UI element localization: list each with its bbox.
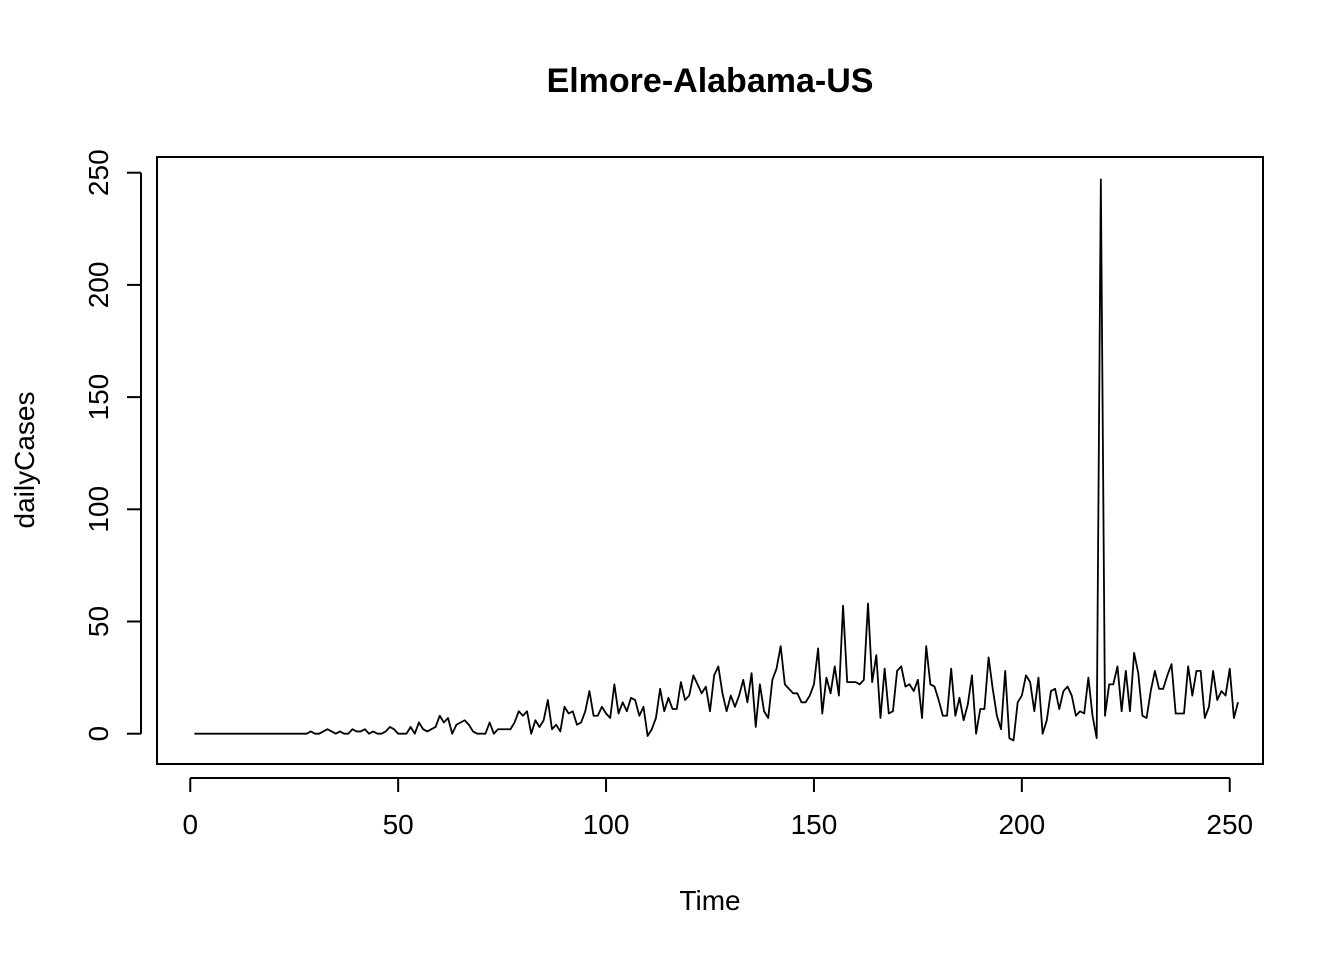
- y-tick-label: 150: [83, 374, 114, 421]
- x-tick-label: 250: [1206, 809, 1253, 840]
- y-tick-label: 250: [83, 149, 114, 196]
- x-axis: 0 50 100 150 200 250: [182, 777, 1253, 840]
- y-tick-label: 50: [83, 606, 114, 637]
- y-axis-label: dailyCases: [9, 392, 40, 529]
- y-tick-label: 200: [83, 262, 114, 309]
- y-tick-label: 100: [83, 486, 114, 533]
- x-tick-label: 200: [998, 809, 1045, 840]
- x-tick-label: 0: [182, 809, 198, 840]
- x-tick-label: 100: [583, 809, 630, 840]
- chart-title: Elmore-Alabama-US: [547, 62, 874, 100]
- y-axis: 0 50 100 150 200 250: [83, 149, 142, 742]
- y-tick-label: 0: [83, 726, 114, 742]
- x-tick-label: 50: [383, 809, 414, 840]
- x-axis-label: Time: [679, 885, 740, 916]
- plot-frame: [156, 156, 1264, 765]
- series-line: [194, 178, 1239, 742]
- x-tick-label: 150: [791, 809, 838, 840]
